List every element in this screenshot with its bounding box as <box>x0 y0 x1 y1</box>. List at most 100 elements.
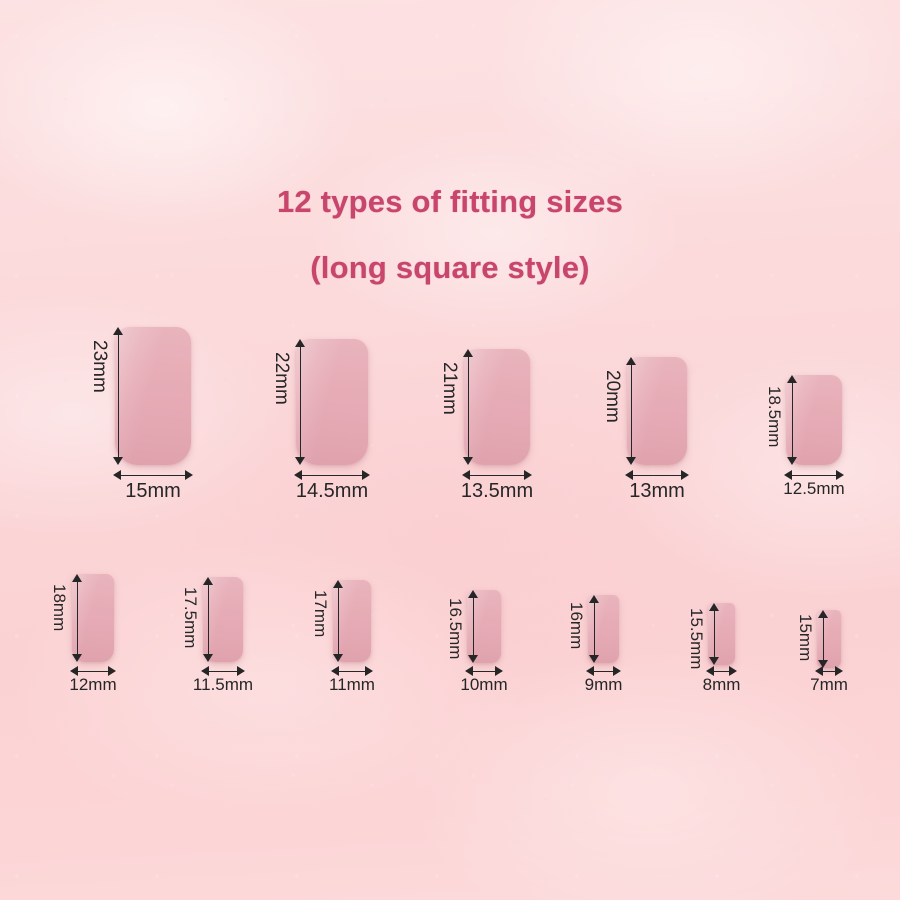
arrowhead-up-icon <box>333 580 343 588</box>
length-label-size-9: 16.5mm <box>446 598 465 660</box>
arrowhead-right-icon <box>108 666 116 676</box>
length-arrow-size-12 <box>818 610 829 668</box>
nail-swatch-size-5[interactable] <box>786 375 842 465</box>
width-label-size-1: 15mm <box>125 480 181 502</box>
length-label-size-1: 23mm <box>89 340 110 393</box>
arrow-shaft <box>714 608 716 660</box>
width-arrow-size-2 <box>294 470 370 481</box>
nail-swatch-size-6[interactable] <box>72 574 114 662</box>
arrowhead-left-icon <box>70 666 78 676</box>
arrow-shaft <box>789 475 839 477</box>
arrow-shaft <box>468 354 470 460</box>
arrow-shaft <box>820 671 838 673</box>
length-arrow-size-4 <box>626 357 637 465</box>
title-line-2: (long square style) <box>310 250 590 285</box>
width-label-size-6: 12mm <box>69 675 117 694</box>
nail-swatch-size-2[interactable] <box>296 339 368 465</box>
width-label-size-12: 7mm <box>810 675 848 694</box>
width-label-size-2: 14.5mm <box>295 480 369 502</box>
arrow-shaft <box>470 671 498 673</box>
arrow-shaft <box>336 671 368 673</box>
arrow-shaft <box>118 475 188 477</box>
length-arrow-size-5 <box>787 375 798 465</box>
chart-title-block: 12 types of fitting sizes (long square s… <box>0 186 900 283</box>
arrowhead-up-icon <box>787 375 797 383</box>
nail-swatch-size-10[interactable] <box>588 595 619 663</box>
nail-swatch-size-7[interactable] <box>203 577 243 662</box>
arrowhead-left-icon <box>815 666 823 676</box>
length-label-size-2: 22mm <box>271 352 292 405</box>
arrow-shaft <box>299 475 365 477</box>
arrowhead-down-icon <box>709 657 719 665</box>
arrowhead-right-icon <box>185 470 193 480</box>
nail-swatch-size-12[interactable] <box>817 610 841 668</box>
length-arrow-size-2 <box>295 339 306 465</box>
width-arrow-size-7 <box>201 666 245 677</box>
arrow-shaft <box>208 582 210 657</box>
arrow-shaft <box>630 475 684 477</box>
arrowhead-down-icon <box>463 457 473 465</box>
arrowhead-right-icon <box>362 470 370 480</box>
arrowhead-left-icon <box>462 470 470 480</box>
width-arrow-size-1 <box>113 470 193 481</box>
arrow-shaft <box>206 671 240 673</box>
arrowhead-down-icon <box>295 457 305 465</box>
width-arrow-size-11 <box>706 666 737 677</box>
nail-swatch-size-9[interactable] <box>467 590 501 663</box>
arrowhead-down-icon <box>333 654 343 662</box>
arrowhead-down-icon <box>589 655 599 663</box>
width-label-size-3: 13.5mm <box>460 480 534 502</box>
arrowhead-right-icon <box>524 470 532 480</box>
width-label-size-5: 12.5mm <box>783 479 845 498</box>
arrowhead-up-icon <box>818 610 828 618</box>
nail-swatch-size-3[interactable] <box>464 349 530 465</box>
arrowhead-left-icon <box>294 470 302 480</box>
arrowhead-up-icon <box>709 603 719 611</box>
arrow-shaft <box>473 595 475 658</box>
arrow-shaft <box>467 475 527 477</box>
length-arrow-size-7 <box>203 577 214 662</box>
arrowhead-up-icon <box>113 327 123 335</box>
length-label-size-3: 21mm <box>439 362 460 415</box>
arrowhead-right-icon <box>365 666 373 676</box>
width-label-size-11: 8mm <box>702 675 741 694</box>
arrowhead-down-icon <box>203 654 213 662</box>
arrowhead-down-icon <box>787 457 797 465</box>
length-label-size-7: 17.5mm <box>181 587 200 649</box>
nail-swatch-size-11[interactable] <box>708 603 735 665</box>
arrowhead-right-icon <box>836 470 844 480</box>
width-arrow-size-3 <box>462 470 532 481</box>
length-label-size-5: 18.5mm <box>765 386 784 448</box>
width-arrow-size-5 <box>784 470 844 481</box>
length-arrow-size-11 <box>709 603 720 665</box>
arrowhead-left-icon <box>331 666 339 676</box>
arrowhead-down-icon <box>72 654 82 662</box>
nail-swatch-size-4[interactable] <box>627 357 687 465</box>
arrowhead-right-icon <box>681 470 689 480</box>
title-line-1: 12 types of fitting sizes <box>276 184 624 219</box>
length-label-size-4: 20mm <box>602 370 623 423</box>
arrowhead-up-icon <box>589 595 599 603</box>
width-arrow-size-12 <box>815 666 843 677</box>
arrowhead-down-icon <box>626 457 636 465</box>
arrowhead-up-icon <box>72 574 82 582</box>
length-label-size-11: 15.5mm <box>687 608 706 670</box>
arrow-shaft <box>77 579 79 657</box>
arrowhead-down-icon <box>113 457 123 465</box>
arrow-shaft <box>300 344 302 460</box>
length-label-size-8: 17mm <box>311 590 330 638</box>
width-arrow-size-6 <box>70 666 116 677</box>
arrowhead-left-icon <box>586 666 594 676</box>
nail-swatch-size-1[interactable] <box>115 327 191 465</box>
arrowhead-up-icon <box>295 339 305 347</box>
arrowhead-left-icon <box>201 666 209 676</box>
arrowhead-left-icon <box>706 666 714 676</box>
width-arrow-size-4 <box>625 470 689 481</box>
arrowhead-left-icon <box>625 470 633 480</box>
width-arrow-size-9 <box>465 666 503 677</box>
length-arrow-size-6 <box>72 574 83 662</box>
arrow-shaft <box>792 380 794 460</box>
arrowhead-right-icon <box>729 666 737 676</box>
arrowhead-down-icon <box>468 655 478 663</box>
length-arrow-size-8 <box>333 580 344 662</box>
